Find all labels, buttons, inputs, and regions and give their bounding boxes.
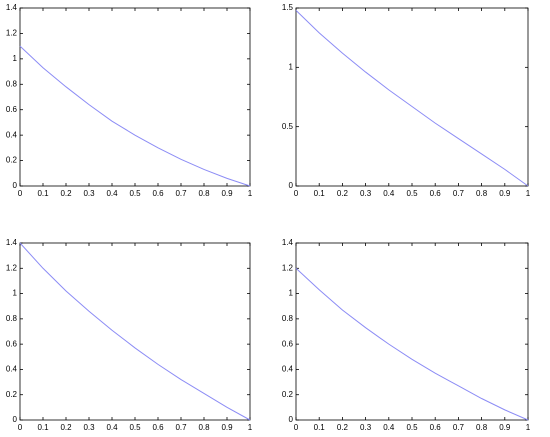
x-tick-label: 0 <box>18 189 23 198</box>
y-tick-label: 0.2 <box>6 390 18 399</box>
x-tick-label: 0.8 <box>198 189 210 198</box>
x-tick-label: 0.6 <box>152 423 164 432</box>
x-tick-label: 0.9 <box>221 189 233 198</box>
x-tick-label: 0.3 <box>83 189 95 198</box>
y-tick-label: 0 <box>289 181 294 190</box>
y-tick-label: 1.2 <box>6 29 18 38</box>
x-tick-label: 0.2 <box>337 423 349 432</box>
curve <box>19 242 251 421</box>
x-tick-label: 0.9 <box>499 423 511 432</box>
axes-box <box>295 7 529 187</box>
y-tick-label: 0 <box>13 181 18 190</box>
x-tick-label: 0.1 <box>37 423 49 432</box>
x-tick-label: 0.5 <box>406 189 418 198</box>
x-tick-label: 0.8 <box>476 189 488 198</box>
x-tick-label: 1 <box>526 189 531 198</box>
x-tick-label: 0.4 <box>383 423 395 432</box>
axes-box <box>19 242 251 421</box>
y-tick-label: 1.5 <box>282 3 294 12</box>
y-tick-label: 0.6 <box>6 339 18 348</box>
y-tick-label: 1 <box>289 62 294 71</box>
y-tick-label: 0 <box>289 415 294 424</box>
y-tick-label: 1.2 <box>6 263 18 272</box>
x-tick-label: 0.1 <box>37 189 49 198</box>
x-tick-label: 0.2 <box>337 189 349 198</box>
x-tick-label: 1 <box>248 423 253 432</box>
y-tick-label: 0.8 <box>6 79 18 88</box>
x-tick-label: 0 <box>18 423 23 432</box>
x-tick-label: 0.1 <box>314 189 326 198</box>
axes-box <box>295 242 529 421</box>
y-tick-label: 0.2 <box>282 390 294 399</box>
y-tick-label: 0.2 <box>6 156 18 165</box>
x-tick-label: 1 <box>248 189 253 198</box>
x-tick-label: 0.7 <box>175 423 187 432</box>
y-tick-label: 0.8 <box>282 314 294 323</box>
x-tick-label: 0.2 <box>60 423 72 432</box>
y-tick-label: 0.6 <box>282 339 294 348</box>
x-tick-label: 0.3 <box>360 423 372 432</box>
y-tick-label: 1.4 <box>282 238 294 247</box>
y-tick-label: 0 <box>13 415 18 424</box>
y-tick-label: 0.8 <box>6 314 18 323</box>
x-tick-label: 0.7 <box>453 423 465 432</box>
x-tick-label: 0.7 <box>175 189 187 198</box>
y-tick-label: 0.4 <box>6 130 18 139</box>
x-tick-label: 1 <box>526 423 531 432</box>
y-tick-label: 1 <box>13 289 18 298</box>
x-tick-label: 0.1 <box>314 423 326 432</box>
curve <box>19 45 251 187</box>
x-tick-label: 0.3 <box>360 189 372 198</box>
x-tick-label: 0.2 <box>60 189 72 198</box>
x-tick-label: 0.6 <box>430 423 442 432</box>
x-tick-label: 0.7 <box>453 189 465 198</box>
y-tick-label: 1.4 <box>6 3 18 12</box>
x-tick-label: 0.5 <box>129 189 141 198</box>
x-tick-label: 0.6 <box>430 189 442 198</box>
x-tick-label: 0.4 <box>106 423 118 432</box>
x-tick-label: 0.5 <box>406 423 418 432</box>
x-tick-label: 0.3 <box>83 423 95 432</box>
x-tick-label: 0 <box>294 423 299 432</box>
x-tick-label: 0.4 <box>383 189 395 198</box>
curve <box>295 267 529 421</box>
y-tick-label: 1 <box>289 289 294 298</box>
x-tick-label: 0.9 <box>499 189 511 198</box>
axes-box <box>19 7 251 187</box>
y-tick-label: 0.4 <box>282 365 294 374</box>
x-tick-label: 0.9 <box>221 423 233 432</box>
x-tick-label: 0.8 <box>476 423 488 432</box>
x-tick-label: 0.5 <box>129 423 141 432</box>
y-tick-label: 0.4 <box>6 365 18 374</box>
x-tick-label: 0.6 <box>152 189 164 198</box>
y-tick-label: 1.2 <box>282 263 294 272</box>
x-tick-label: 0.8 <box>198 423 210 432</box>
y-tick-label: 1 <box>13 54 18 63</box>
y-tick-label: 0.5 <box>282 122 294 131</box>
curve <box>295 10 529 187</box>
x-tick-label: 0.4 <box>106 189 118 198</box>
x-tick-label: 0 <box>294 189 299 198</box>
y-tick-label: 0.6 <box>6 105 18 114</box>
y-tick-label: 1.4 <box>6 238 18 247</box>
